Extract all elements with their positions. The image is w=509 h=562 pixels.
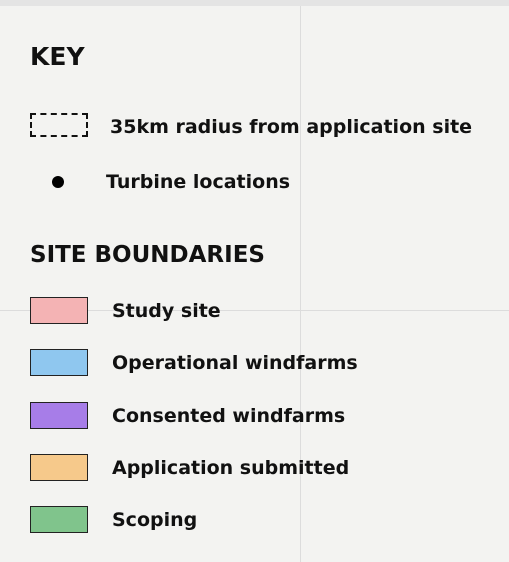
legend-label: Consented windfarms bbox=[112, 404, 346, 427]
legend-label: Scoping bbox=[112, 509, 198, 532]
legend-label: Operational windfarms bbox=[112, 352, 358, 375]
legend-label: Study site bbox=[112, 300, 221, 322]
legend-label: 35km radius from application site bbox=[110, 116, 473, 138]
radius-symbol bbox=[30, 113, 88, 137]
map-grid-line bbox=[300, 0, 301, 562]
boundary-swatch bbox=[30, 401, 88, 429]
map-edge bbox=[0, 0, 509, 6]
boundary-swatch bbox=[30, 453, 88, 481]
boundary-swatch bbox=[30, 297, 88, 324]
map-grid-line bbox=[0, 310, 509, 311]
legend-title: KEY bbox=[30, 42, 85, 71]
legend-label: Turbine locations bbox=[106, 171, 291, 193]
section-title: SITE BOUNDARIES bbox=[30, 242, 265, 268]
boundary-swatch bbox=[30, 349, 88, 377]
turbine-symbol bbox=[52, 176, 64, 188]
boundary-swatch bbox=[30, 506, 88, 534]
legend-label: Application submitted bbox=[112, 456, 350, 479]
